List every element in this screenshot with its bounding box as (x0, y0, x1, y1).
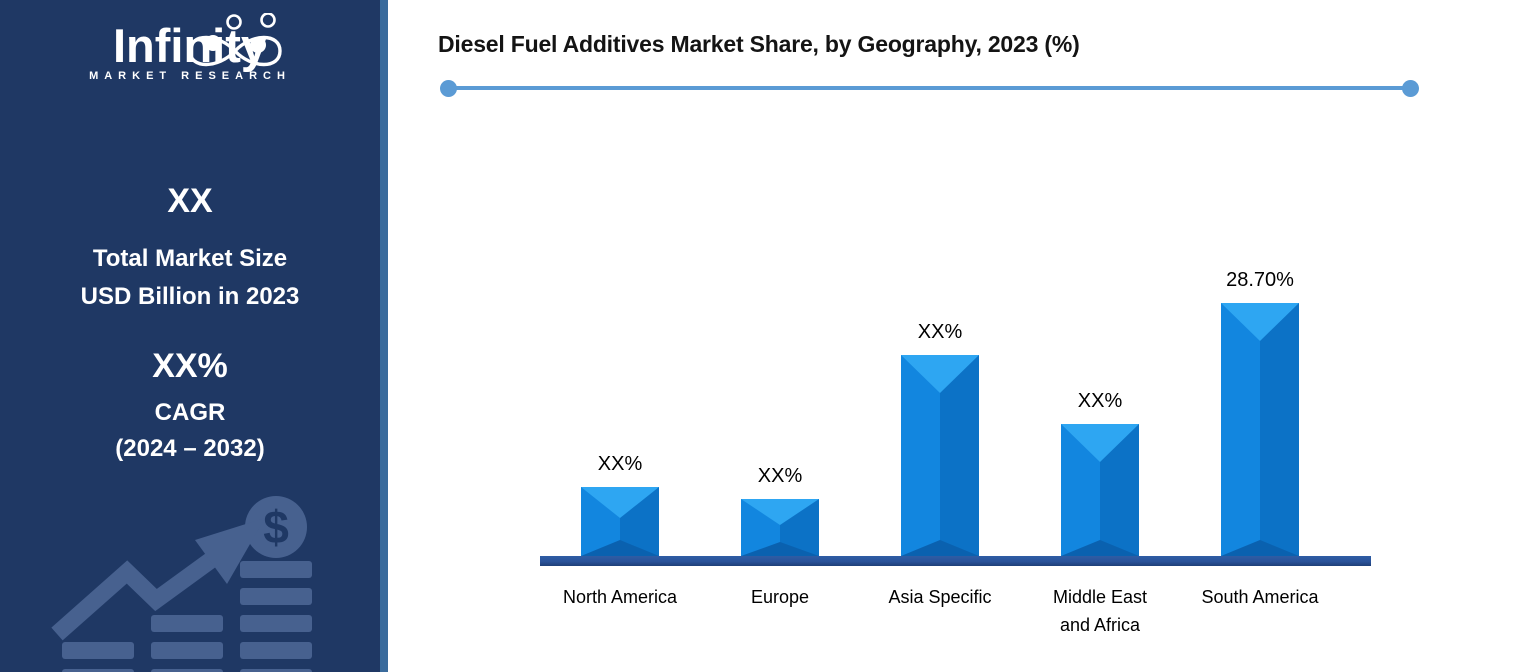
infinity-logo: Infinity MARKET RESEARCH (0, 13, 380, 82)
bar (1061, 424, 1139, 556)
bar-group: XX% (700, 268, 860, 556)
cagr-period: (2024 – 2032) (115, 435, 265, 462)
bar-value-label: 28.70% (1226, 269, 1294, 291)
market-size-value: XX (167, 182, 213, 220)
dollar-sign-glyph: $ (263, 501, 289, 553)
bar (581, 487, 659, 556)
bar (741, 499, 819, 556)
title-accent-line (449, 86, 1410, 90)
bar-value-label: XX% (1077, 390, 1123, 412)
bar (1221, 303, 1299, 556)
growth-chart-dollar-icon: $ (51, 496, 312, 672)
bar-group: XX% (860, 268, 1020, 556)
logo-subtitle-text: MARKET RESEARCH (89, 70, 291, 82)
bar-group: XX% (540, 268, 700, 556)
cagr-value: XX% (152, 347, 228, 385)
logo-brand-text: Infinity (112, 19, 268, 72)
bar-chart: XX% XX% XX% XX% 28.70% (540, 268, 1340, 556)
chart-title: Diesel Fuel Additives Market Share, by G… (438, 31, 1080, 57)
bar-group: 28.70% (1180, 268, 1340, 556)
category-label: Europe (750, 587, 810, 607)
category-label: Middle East and Africa (1052, 587, 1148, 635)
market-size-label-line2: USD Billion in 2023 (80, 283, 300, 310)
bar-value-label: XX% (757, 465, 803, 487)
infinity-loop-icon (188, 13, 282, 67)
x-axis-line (540, 556, 1371, 566)
market-size-label-line1: Total Market Size (92, 245, 288, 272)
accent-dot-right (1402, 80, 1419, 97)
sidebar: Infinity MARKET RESEARCH XX Total Market… (0, 0, 388, 672)
category-label: South America (1201, 587, 1319, 607)
category-label: North America (562, 587, 678, 607)
bar-value-label: XX% (597, 453, 643, 475)
category-axis-labels: North America Europe Asia Specific Middle E… (540, 584, 1340, 640)
accent-dot-left (440, 80, 457, 97)
bar (901, 355, 979, 556)
bar-value-label: XX% (917, 321, 963, 343)
category-label: Asia Specific (888, 587, 992, 607)
cagr-label: CAGR (154, 399, 226, 426)
bar-group: XX% (1020, 268, 1180, 556)
